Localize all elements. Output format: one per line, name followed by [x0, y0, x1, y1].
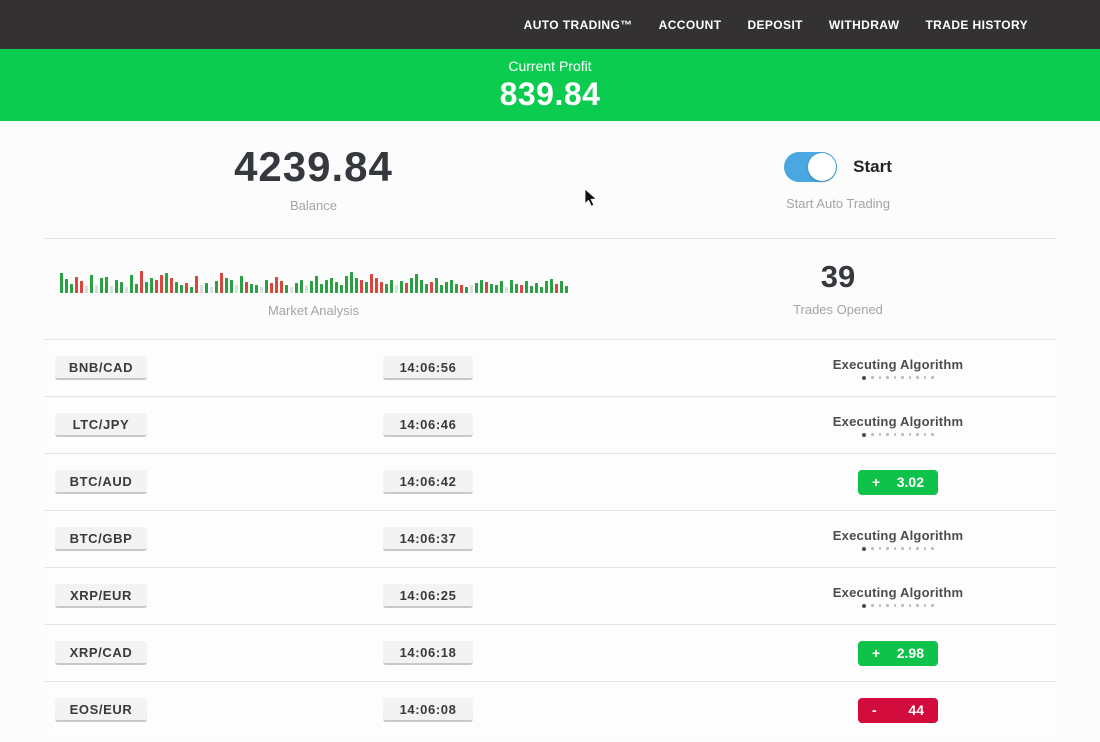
trade-time-badge: 14:06:37: [383, 527, 473, 551]
trade-row: LTC/JPY 14:06:46 Executing Algorithm: [44, 396, 1056, 453]
nav-deposit[interactable]: DEPOSIT: [747, 17, 803, 32]
balance-block: 4239.84 Balance: [0, 143, 627, 214]
balance-section: 4239.84 Balance Start Start Auto Trading: [0, 121, 1100, 238]
executing-algorithm-label: Executing Algorithm: [832, 356, 964, 372]
current-profit-banner: Current Profit 839.84: [0, 49, 1100, 121]
nav-trade-history[interactable]: TRADE HISTORY: [925, 17, 1028, 32]
current-profit-label: Current Profit: [508, 57, 592, 74]
toggle-knob: [808, 153, 837, 181]
balance-value: 4239.84: [234, 143, 393, 190]
progress-dots: [788, 546, 1008, 551]
nav-auto-trading[interactable]: AUTO TRADING™: [523, 17, 633, 32]
trade-status: Executing Algorithm: [788, 585, 1008, 608]
executing-algorithm-label: Executing Algorithm: [832, 527, 964, 543]
trade-row: BNB/CAD 14:06:56 Executing Algorithm: [44, 339, 1056, 396]
currency-pair-badge: XRP/CAD: [55, 641, 147, 665]
nav-withdraw[interactable]: WITHDRAW: [828, 17, 900, 32]
trade-status: -44: [788, 697, 1008, 723]
trade-time-badge: 14:06:56: [383, 356, 473, 380]
trade-time-badge: 14:06:25: [383, 584, 473, 608]
progress-dots: [788, 603, 1008, 608]
trades-opened-value: 39: [820, 259, 856, 294]
executing-algorithm-label: Executing Algorithm: [832, 413, 964, 429]
profit-badge: +3.02: [858, 469, 938, 495]
currency-pair-badge: XRP/EUR: [55, 584, 147, 608]
currency-pair-badge: BNB/CAD: [55, 356, 147, 380]
trade-status: Executing Algorithm: [788, 414, 1008, 437]
progress-dots: [788, 375, 1008, 380]
start-label: Start: [853, 157, 892, 176]
current-profit-value: 839.84: [499, 75, 601, 112]
auto-trading-toggle[interactable]: [784, 152, 838, 182]
trades-opened-label: Trades Opened: [793, 302, 883, 317]
executing-algorithm-label: Executing Algorithm: [832, 584, 964, 600]
trade-status: +2.98: [788, 640, 1008, 666]
market-analysis-chart: [59, 261, 568, 293]
progress-dots: [788, 432, 1008, 437]
currency-pair-badge: LTC/JPY: [55, 413, 147, 437]
trade-status: +3.02: [788, 469, 1008, 495]
nav-account[interactable]: ACCOUNT: [658, 17, 722, 32]
market-analysis-block: Market Analysis: [0, 261, 627, 318]
trade-status: Executing Algorithm: [788, 528, 1008, 551]
trade-time-badge: 14:06:46: [383, 413, 473, 437]
trade-row: XRP/CAD 14:06:18 +2.98: [44, 624, 1056, 681]
trades-list: BNB/CAD 14:06:56 Executing Algorithm LTC…: [44, 339, 1056, 738]
currency-pair-badge: EOS/EUR: [55, 698, 147, 722]
market-analysis-label: Market Analysis: [267, 302, 360, 318]
trade-status: Executing Algorithm: [788, 357, 1008, 380]
trade-time-badge: 14:06:08: [383, 698, 473, 722]
currency-pair-badge: BTC/GBP: [55, 527, 147, 551]
trade-time-badge: 14:06:42: [383, 470, 473, 494]
trade-row: EOS/EUR 14:06:08 -44: [44, 681, 1056, 738]
start-auto-trading-caption: Start Auto Trading: [785, 196, 891, 211]
loss-badge: -44: [858, 697, 938, 723]
top-navigation: AUTO TRADING™ ACCOUNT DEPOSIT WITHDRAW T…: [0, 0, 1100, 49]
market-analysis-section: Market Analysis 39 Trades Opened: [0, 239, 1100, 339]
trade-row: XRP/EUR 14:06:25 Executing Algorithm: [44, 567, 1056, 624]
trade-row: BTC/GBP 14:06:37 Executing Algorithm: [44, 510, 1056, 567]
auto-trading-block: Start Start Auto Trading: [627, 148, 1049, 211]
trades-opened-block: 39 Trades Opened: [627, 261, 1049, 317]
currency-pair-badge: BTC/AUD: [55, 470, 147, 494]
trade-time-badge: 14:06:18: [383, 641, 473, 665]
trade-row: BTC/AUD 14:06:42 +3.02: [44, 453, 1056, 510]
balance-label: Balance: [290, 198, 337, 213]
divider: [44, 238, 1056, 239]
profit-badge: +2.98: [858, 640, 938, 666]
